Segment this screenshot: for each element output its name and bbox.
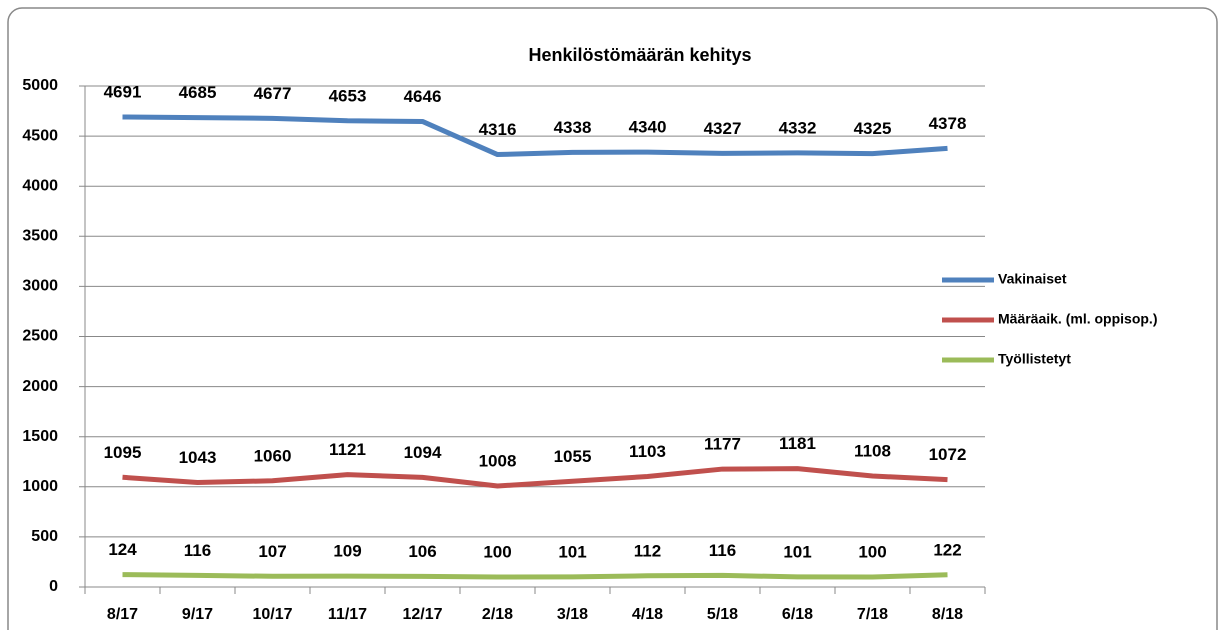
x-tick-label: 8/18: [932, 606, 963, 623]
data-label: 4316: [479, 120, 517, 139]
data-label: 4327: [704, 119, 742, 138]
data-label: 4378: [929, 114, 967, 133]
y-tick-label: 0: [49, 578, 58, 595]
legend-label: Vakinaiset: [998, 271, 1067, 287]
x-tick-label: 10/17: [252, 606, 292, 623]
series-line: [122, 466, 948, 489]
y-tick-label: 4500: [22, 127, 58, 144]
data-label: 101: [558, 542, 586, 561]
data-label: 1121: [329, 440, 366, 459]
data-label: 1008: [479, 451, 517, 470]
data-label: 4646: [404, 87, 442, 106]
series-line: [122, 114, 948, 158]
x-tick-label: 6/18: [782, 606, 813, 623]
y-tick-label: 500: [31, 528, 58, 545]
chart-frame: [7, 7, 1218, 630]
legend-label: Työllistetyt: [998, 351, 1071, 367]
x-tick-label: 5/18: [707, 606, 738, 623]
data-label: 1103: [629, 442, 666, 461]
series-line: [122, 572, 948, 580]
y-tick-label: 2000: [22, 378, 58, 395]
data-label: 1072: [929, 445, 967, 464]
data-label: 1108: [854, 441, 891, 460]
x-tick-label: 8/17: [107, 606, 138, 623]
x-tick-label: 3/18: [557, 606, 588, 623]
data-label: 122: [933, 540, 961, 559]
x-tick-label: 4/18: [632, 606, 663, 623]
data-label: 4677: [254, 84, 292, 103]
data-label: 100: [483, 542, 511, 561]
data-label: 124: [108, 540, 137, 559]
x-tick-label: 7/18: [857, 606, 888, 623]
data-label: 1094: [404, 443, 442, 462]
data-label: 1060: [254, 446, 292, 465]
y-tick-label: 2500: [22, 328, 58, 345]
x-tick-label: 11/17: [328, 606, 367, 623]
y-tick-label: 1500: [22, 428, 58, 445]
data-label: 4685: [179, 83, 217, 102]
legend-label: Määräaik. (ml. oppisop.): [998, 311, 1157, 327]
data-label: 100: [858, 542, 886, 561]
data-label: 4332: [779, 118, 817, 137]
y-tick-label: 3500: [22, 228, 58, 245]
data-label: 1177: [704, 435, 741, 454]
data-label: 101: [783, 542, 811, 561]
data-label: 109: [333, 542, 361, 561]
data-label: 1043: [179, 448, 217, 467]
y-tick-label: 4000: [22, 177, 58, 194]
data-label: 106: [408, 542, 436, 561]
data-label: 116: [184, 541, 211, 560]
data-label: 4691: [104, 82, 142, 101]
data-label: 107: [258, 542, 286, 561]
data-label: 1095: [104, 443, 142, 462]
x-tick-label: 12/17: [402, 606, 442, 623]
data-label: 116: [709, 541, 736, 560]
y-tick-label: 1000: [22, 478, 58, 495]
y-tick-label: 3000: [22, 278, 58, 295]
y-tick-label: 5000: [22, 77, 58, 94]
x-tick-label: 2/18: [482, 606, 513, 623]
data-label: 1055: [554, 447, 592, 466]
data-label: 4653: [329, 86, 367, 105]
data-label: 1181: [779, 434, 816, 453]
data-label: 4338: [554, 118, 592, 137]
chart-title: Henkilöstömäärän kehitys: [528, 45, 751, 65]
data-label: 112: [634, 541, 661, 560]
data-label: 4340: [629, 118, 667, 137]
data-label: 4325: [854, 119, 892, 138]
x-tick-label: 9/17: [182, 606, 213, 623]
